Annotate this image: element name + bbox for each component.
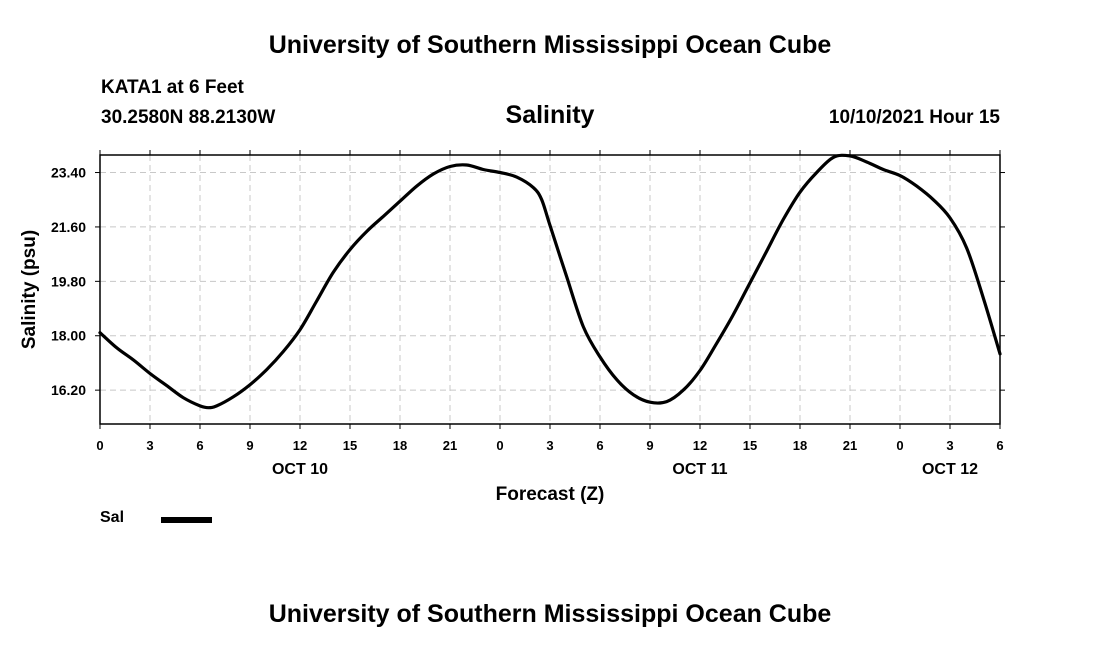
- y-tick-label: 16.20: [51, 382, 86, 398]
- x-tick-label: 12: [693, 438, 707, 453]
- x-tick-label: 18: [393, 438, 407, 453]
- x-tick-label: 12: [293, 438, 307, 453]
- x-tick-label: 21: [443, 438, 457, 453]
- x-tick-label: 0: [96, 438, 103, 453]
- page-title-top: University of Southern Mississippi Ocean…: [268, 31, 832, 59]
- x-tick-label: 9: [646, 438, 653, 453]
- forecast-datetime: 10/10/2021 Hour 15: [828, 107, 1000, 128]
- y-tick-label: 21.60: [51, 219, 86, 235]
- x-tick-label: 3: [546, 438, 553, 453]
- x-axis-label: Forecast (Z): [496, 484, 605, 505]
- x-tick-label: 0: [496, 438, 503, 453]
- page-title-bottom: University of Southern Mississippi Ocean…: [268, 600, 832, 628]
- y-axis-label: Salinity (psu): [19, 230, 40, 349]
- x-day-label: OCT 12: [922, 461, 978, 478]
- x-tick-label: 0: [896, 438, 903, 453]
- legend-line-swatch: [161, 517, 212, 523]
- x-tick-label: 6: [596, 438, 603, 453]
- series-line-sal: [98, 153, 1002, 410]
- y-tick-label: 23.40: [51, 165, 86, 181]
- x-tick-label: 3: [146, 438, 153, 453]
- x-tick-label: 9: [246, 438, 253, 453]
- station-coordinates: 30.2580N 88.2130W: [101, 107, 276, 128]
- x-day-label: OCT 11: [672, 461, 727, 478]
- x-day-label: OCT 10: [272, 461, 328, 478]
- x-tick-label: 21: [843, 438, 857, 453]
- x-tick-label: 6: [996, 438, 1003, 453]
- station-label: KATA1 at 6 Feet: [101, 77, 244, 98]
- x-tick-label: 15: [743, 438, 757, 453]
- y-tick-label: 18.00: [51, 328, 86, 344]
- x-tick-label: 6: [196, 438, 203, 453]
- legend-label: Sal: [100, 509, 125, 526]
- x-tick-label: 15: [343, 438, 357, 453]
- x-tick-label: 18: [793, 438, 807, 453]
- variable-title: Salinity: [505, 101, 595, 129]
- y-tick-label: 19.80: [51, 273, 86, 289]
- x-tick-label: 3: [946, 438, 953, 453]
